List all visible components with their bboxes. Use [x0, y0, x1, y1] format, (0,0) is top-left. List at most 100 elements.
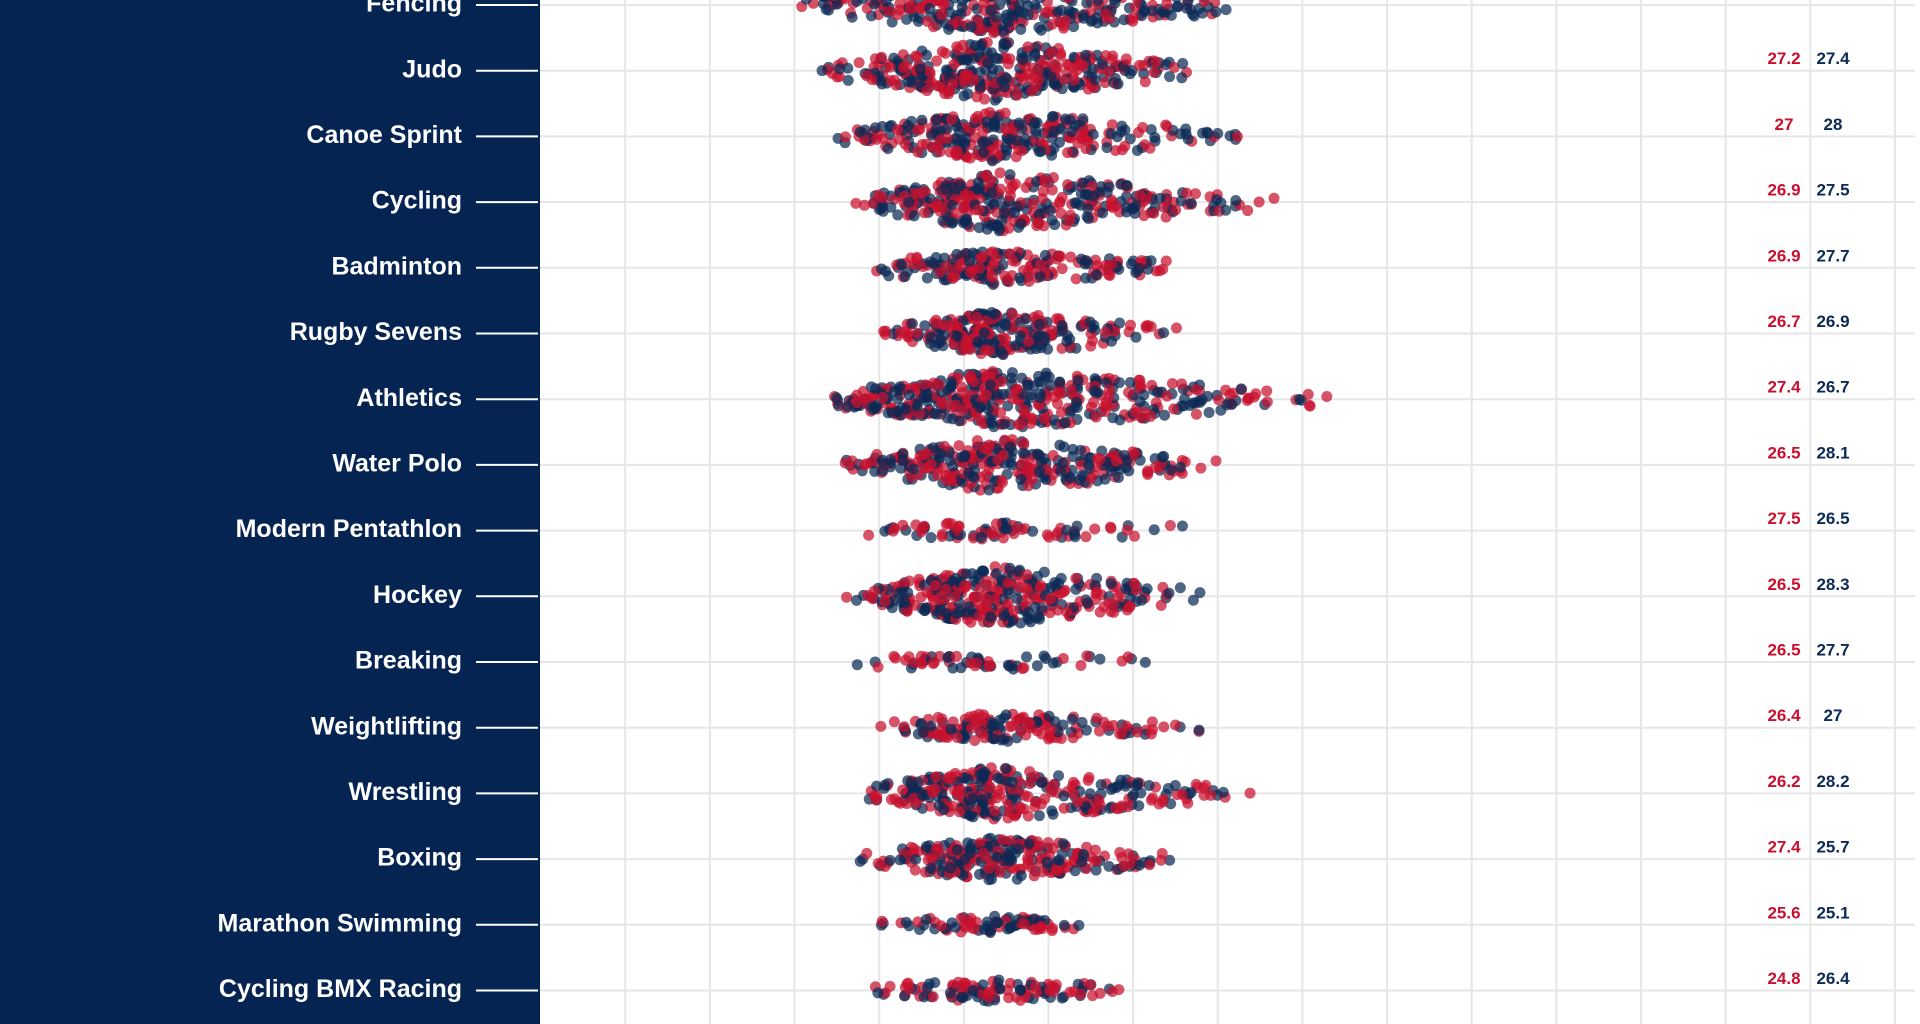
swarm-dot: [1105, 577, 1117, 589]
swarm-dot: [1302, 388, 1314, 400]
swarm-dot: [977, 979, 989, 991]
swarm-dot: [981, 315, 993, 327]
value-label: 25.6: [1767, 903, 1800, 922]
value-label: 27.4: [1816, 49, 1850, 68]
swarm-dot: [950, 263, 962, 275]
swarm-dot: [969, 113, 981, 125]
swarm-dot: [1005, 853, 1017, 865]
swarm-dot: [974, 837, 986, 849]
swarm-dot: [1144, 859, 1156, 871]
swarm-dot: [1116, 728, 1128, 740]
swarm-dot: [980, 389, 992, 401]
swarm-dot: [1058, 802, 1070, 814]
swarm-dot: [952, 521, 964, 533]
swarm-dot: [902, 587, 914, 599]
swarm-dot: [1005, 441, 1017, 453]
swarm-dot: [1174, 461, 1186, 473]
swarm-dot: [1118, 14, 1130, 26]
swarm-dot: [1030, 980, 1042, 992]
swarm-dot: [988, 257, 1000, 269]
swarm-dot: [974, 401, 986, 413]
swarm-dot: [1057, 457, 1069, 469]
swarm-dot: [987, 246, 999, 258]
swarm-dot: [1068, 74, 1080, 86]
swarm-dot: [879, 328, 891, 340]
swarm-dot: [954, 806, 966, 818]
swarm-dot: [1006, 720, 1018, 732]
swarm-dot: [930, 771, 942, 783]
swarm-dot: [922, 854, 934, 866]
swarm-dot: [1108, 606, 1120, 618]
swarm-dot: [1063, 0, 1073, 3]
swarm-dot: [1054, 439, 1066, 451]
swarm-dot: [913, 2, 925, 14]
swarm-dot: [967, 793, 979, 805]
swarm-dot: [1064, 114, 1076, 126]
swarm-dot: [1194, 587, 1206, 599]
swarm-dot: [979, 93, 991, 105]
swarm-dot: [924, 66, 936, 78]
swarm-dot: [1165, 464, 1177, 476]
swarm-dot: [1169, 719, 1181, 731]
swarm-dot: [1101, 142, 1113, 154]
swarm-dot: [1095, 779, 1107, 791]
swarm-dot: [960, 213, 972, 225]
swarm-dot: [1022, 267, 1034, 279]
swarm-dot: [997, 25, 1009, 37]
swarm-dot: [1052, 6, 1064, 18]
swarm-dot: [1031, 175, 1043, 187]
swarm-dot: [916, 138, 928, 150]
swarm-dot: [1022, 480, 1034, 492]
category-label: Fencing: [366, 0, 462, 18]
category-label: Modern Pentathlon: [236, 515, 462, 543]
swarm-dot: [994, 788, 1006, 800]
swarm-dot: [1121, 180, 1133, 192]
value-label: 26.5: [1767, 575, 1800, 594]
swarm-dot: [986, 47, 998, 59]
swarm-dot: [899, 271, 911, 283]
swarm-dot: [1157, 263, 1169, 275]
swarm-dot: [1171, 0, 1183, 12]
swarm-dot: [937, 215, 949, 227]
swarm-dot: [1177, 58, 1189, 70]
swarm-dot: [1103, 181, 1115, 193]
swarm-dot: [931, 729, 943, 741]
swarm-dot: [1143, 780, 1155, 792]
category-label: Water Polo: [332, 450, 462, 478]
swarm-dot: [1002, 0, 1014, 6]
swarm-dot: [846, 455, 858, 467]
swarm-dot: [1163, 587, 1175, 599]
swarm-dot: [1066, 126, 1078, 138]
swarm-dot: [911, 400, 923, 412]
swarm-dot: [1040, 367, 1052, 379]
swarm-dot: [1056, 191, 1068, 203]
swarm-dot: [1046, 184, 1058, 196]
swarm-dot: [877, 200, 889, 212]
swarm-dot: [1053, 16, 1065, 28]
swarm-dot: [1106, 119, 1118, 131]
swarm-dot: [1198, 0, 1210, 7]
swarm-dot: [859, 199, 871, 211]
swarm-dot: [1104, 384, 1116, 396]
swarm-dot: [951, 207, 963, 219]
swarm-dot: [918, 991, 930, 1003]
value-label: 28.3: [1816, 575, 1849, 594]
swarm-dot: [868, 585, 880, 597]
value-label: 26.7: [1767, 312, 1800, 331]
swarm-dot: [1053, 250, 1065, 262]
category-label: Cycling BMX Racing: [219, 975, 462, 1003]
swarm-dot: [869, 53, 881, 65]
swarm-dot: [964, 266, 976, 278]
swarm-dot: [885, 201, 897, 213]
swarm-dot: [894, 381, 906, 393]
value-label: 27.5: [1816, 181, 1849, 200]
swarm-dot: [839, 0, 851, 5]
swarm-dot: [1071, 396, 1083, 408]
swarm-dot: [915, 718, 927, 730]
value-label: 27.4: [1767, 838, 1801, 857]
swarm-dot: [1113, 377, 1125, 389]
swarm-dot: [1025, 412, 1037, 424]
swarm-dot: [1176, 520, 1188, 532]
swarm-dot: [1000, 39, 1012, 51]
category-label: Badminton: [331, 252, 462, 280]
